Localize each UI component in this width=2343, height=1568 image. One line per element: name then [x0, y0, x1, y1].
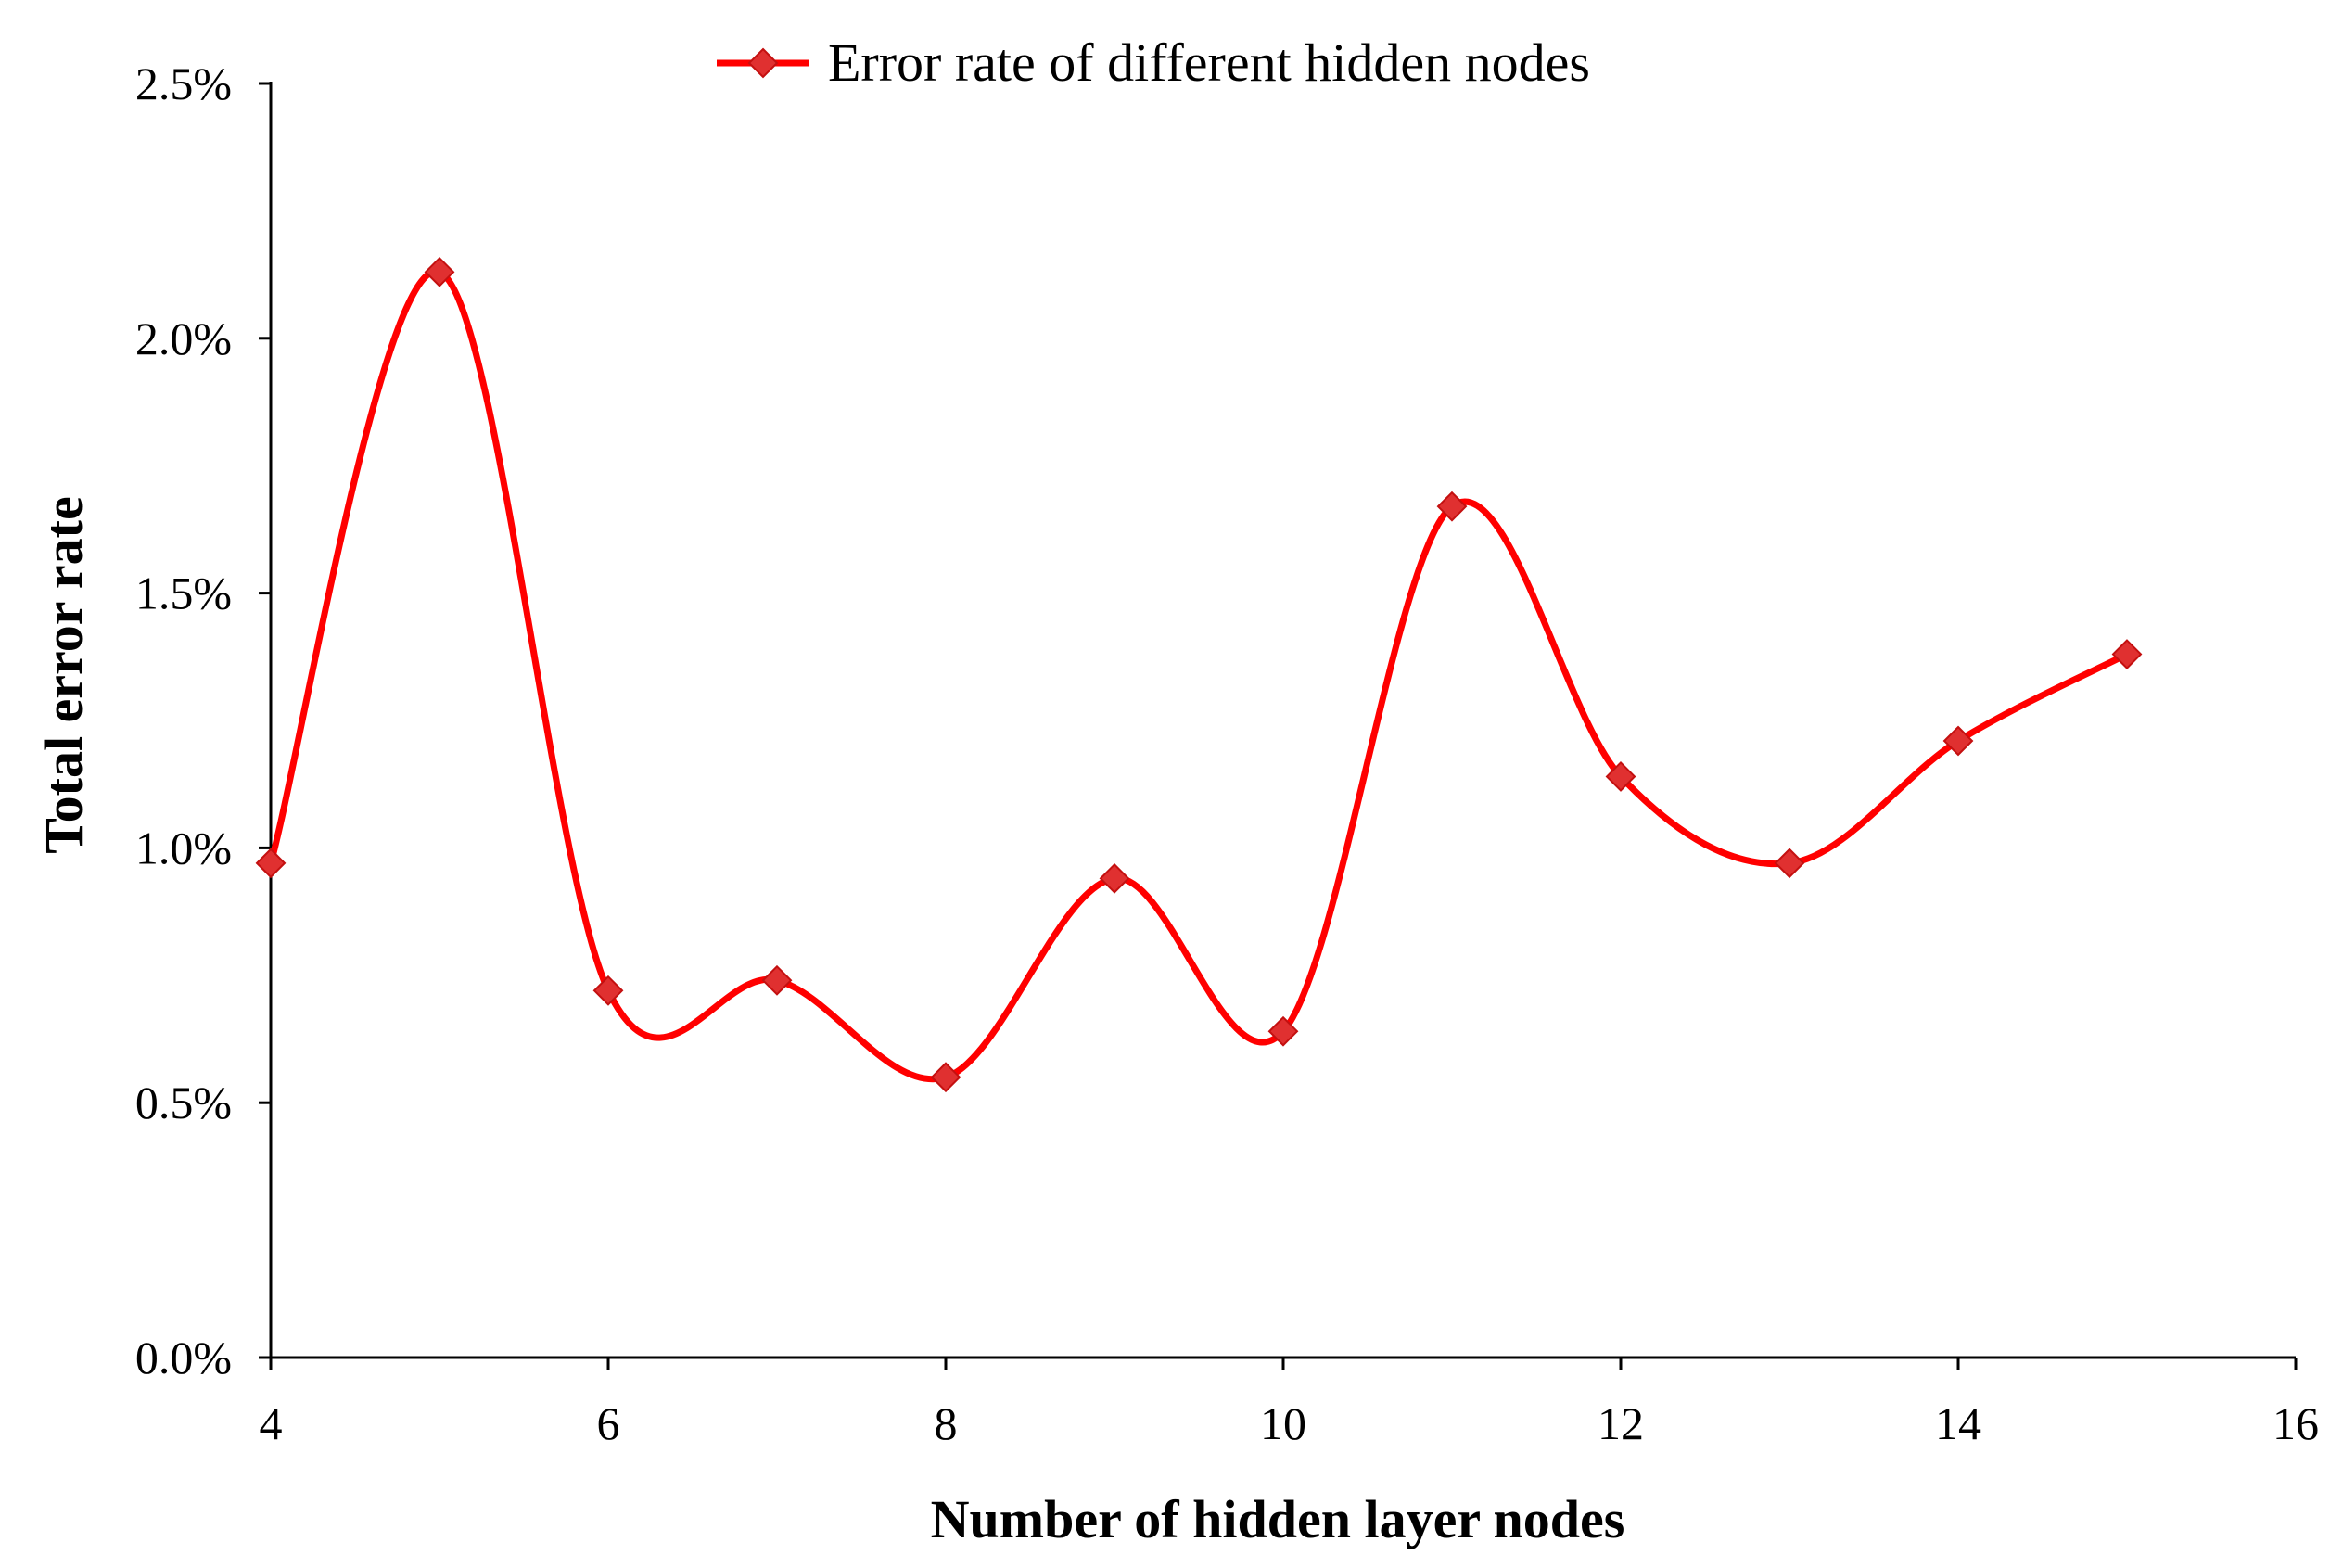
- y-tick-label: 2.0%: [135, 312, 232, 364]
- data-point-marker: [255, 848, 287, 879]
- data-point-marker: [761, 964, 793, 996]
- data-point-marker: [1774, 848, 1805, 879]
- data-point-marker: [1099, 862, 1130, 894]
- x-tick-label: 14: [1935, 1397, 1981, 1449]
- x-tick-label: 8: [935, 1397, 958, 1449]
- legend: Error rate of different hidden nodes: [717, 32, 1590, 93]
- y-axis-title: Total error rate: [33, 496, 94, 853]
- data-point-marker: [2111, 639, 2143, 669]
- axes: [259, 82, 2298, 1370]
- data-point-marker: [592, 975, 624, 1006]
- series-line: [267, 268, 2129, 1083]
- y-tick-label: 0.0%: [135, 1332, 232, 1383]
- series-layer: [255, 256, 2143, 1093]
- x-tick-label: 10: [1260, 1397, 1306, 1449]
- y-tick-label: 1.5%: [135, 567, 232, 619]
- data-point-marker: [1605, 761, 1636, 792]
- y-tick-label: 1.0%: [135, 822, 232, 873]
- data-point-marker: [930, 1062, 961, 1093]
- tick-labels: 0.0% 0.5% 1.0% 1.5% 2.0% 2.5% 4 6 8 10 12 14 16: [135, 57, 2319, 1449]
- data-point-marker: [1267, 1015, 1299, 1047]
- data-point-marker: [1436, 491, 1468, 522]
- y-tick-label: 2.5%: [135, 57, 232, 109]
- legend-marker: [747, 47, 779, 79]
- data-point-marker: [424, 256, 455, 287]
- legend-label: Error rate of different hidden nodes: [828, 32, 1590, 93]
- x-tick-label: 4: [260, 1397, 283, 1449]
- x-axis-title: Number of hidden layer nodes: [931, 1489, 1625, 1549]
- x-tick-label: 16: [2273, 1397, 2319, 1449]
- y-tick-label: 0.5%: [135, 1077, 232, 1128]
- data-point-marker: [1942, 725, 1974, 757]
- x-tick-label: 12: [1598, 1397, 1644, 1449]
- x-tick-label: 6: [597, 1397, 620, 1449]
